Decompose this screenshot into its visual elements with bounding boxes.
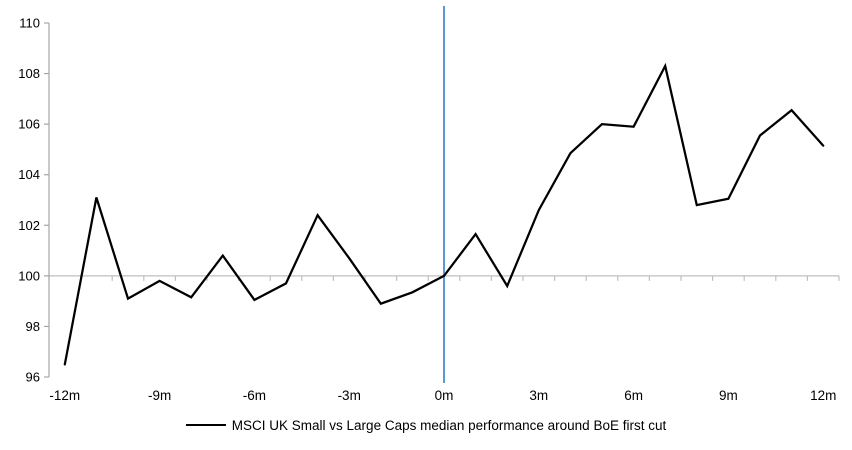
x-tick-label: 9m [719,388,738,403]
x-tick-label: 12m [810,388,836,403]
legend: MSCI UK Small vs Large Caps median perfo… [0,415,852,435]
x-tick-label: -3m [338,388,361,403]
y-tick-label: 98 [26,319,40,334]
x-tick-label: 6m [624,388,643,403]
y-tick-label: 110 [19,16,40,31]
legend-line-icon [185,424,226,426]
y-tick-label: 108 [18,66,40,81]
x-tick-label: 0m [435,388,454,403]
x-tick-label: 3m [529,388,548,403]
legend-label: MSCI UK Small vs Large Caps median perfo… [231,417,667,433]
y-tick-label: 102 [18,218,40,233]
y-tick-label: 104 [18,167,40,182]
y-tick-label: 100 [18,268,40,283]
series-line [63,62,825,366]
x-tick-label: -6m [243,388,266,403]
x-tick-label: -12m [49,388,80,403]
y-tick-label: 96 [26,370,40,385]
y-tick-label: 106 [18,117,40,132]
x-tick-label: -9m [148,388,171,403]
